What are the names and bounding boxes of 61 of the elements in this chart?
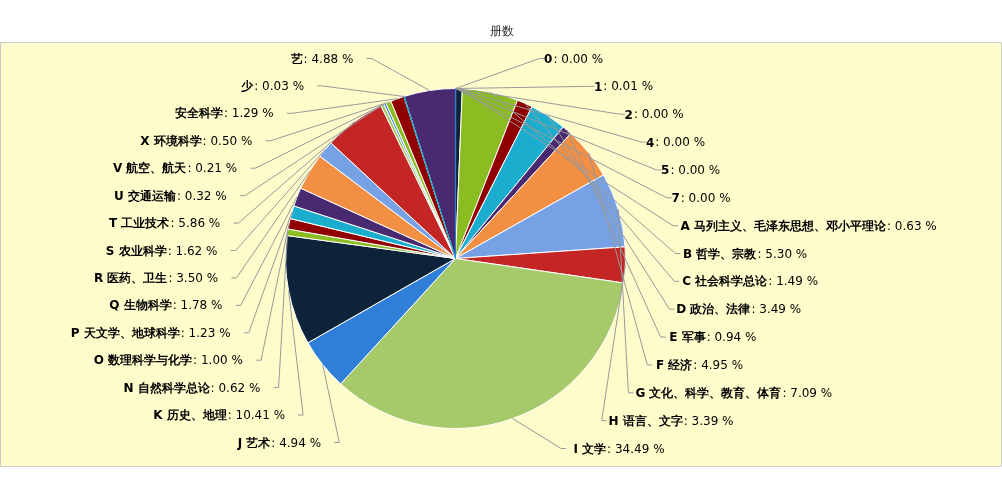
slice-label: N 自然科学总论 xyxy=(123,380,211,395)
data-label: : 0.03 % xyxy=(254,78,305,93)
slice-label: D 政治、法律 xyxy=(676,302,751,317)
slice-label: U 交通运输 xyxy=(113,188,177,203)
category-label: 7 xyxy=(671,191,680,206)
slice-label: Q 生物科学 xyxy=(109,298,172,313)
data-label: : 4.88 % xyxy=(303,51,354,66)
slice-label: X 环境科学 xyxy=(140,133,202,148)
slice-label: O 数理科学与化学 xyxy=(93,353,193,368)
data-label: : 0.50 % xyxy=(202,133,253,148)
text: : 0.00 % xyxy=(670,162,721,177)
slice-label: 艺 xyxy=(289,51,303,66)
slice-label: P 天文学、地球科学 xyxy=(70,325,180,340)
data-label: : 3.50 % xyxy=(168,270,219,285)
slice-label: H 语言、文字 xyxy=(608,413,683,428)
data-label: : 0.32 % xyxy=(176,188,227,203)
data-label: : 1.62 % xyxy=(167,243,218,258)
data-label: : 0.01 % xyxy=(603,79,654,94)
slice-label: F 经济 xyxy=(655,357,693,372)
data-label: : 7.09 % xyxy=(782,385,833,400)
data-label: : 5.30 % xyxy=(757,246,808,261)
text: : 0.00 % xyxy=(633,107,684,122)
data-label: : 0.94 % xyxy=(706,330,757,345)
data-label: : 4.95 % xyxy=(693,357,744,372)
slice-label: V 航空、航天 xyxy=(112,161,188,176)
category-label: 2 xyxy=(624,107,633,122)
slice-label: A 马列主义、毛泽东思想、邓小平理论 xyxy=(680,218,887,233)
slice-label: C 社会科学总论 xyxy=(682,274,769,289)
data-label: : 1.23 % xyxy=(180,325,231,340)
slice-label: G 文化、科学、教育、体育 xyxy=(635,385,782,400)
text: : 0.00 % xyxy=(553,51,604,66)
data-label: : 3.39 % xyxy=(683,413,734,428)
slice-label: 1 xyxy=(593,79,603,94)
data-label: : 4.94 % xyxy=(271,435,322,450)
slice-label: B 哲学、宗教 xyxy=(683,246,758,261)
data-label: : 1.78 % xyxy=(172,298,223,313)
data-label: : 1.00 % xyxy=(193,353,243,368)
data-label: : 0.62 % xyxy=(210,380,261,395)
data-label: : 0.63 % xyxy=(886,218,937,233)
slice-label: S 农业科学 xyxy=(105,243,167,258)
slice-label: T 工业技术 xyxy=(109,216,170,231)
data-label: : 10.41 % xyxy=(227,408,286,423)
data-label: : 1.49 % xyxy=(768,274,819,289)
slice-label: J 艺术 xyxy=(236,435,271,450)
slice-label: 少 xyxy=(240,78,255,93)
chart-title: 册数 xyxy=(489,23,514,38)
slice-label: K 历史、地理 xyxy=(153,408,227,423)
category-label: 0 xyxy=(544,52,553,66)
slice-label: I 文学 xyxy=(573,441,607,456)
text: : 0.00 % xyxy=(680,190,731,205)
slice-label: E 军事 xyxy=(669,330,706,345)
data-label: : 3.49 % xyxy=(751,302,802,317)
data-label: : 1.29 % xyxy=(223,106,274,121)
data-label: : 34.49 % xyxy=(607,441,665,456)
category-label: 4 xyxy=(645,135,655,150)
text: : 0.00 % xyxy=(655,135,706,150)
slice-label: 安全科学 xyxy=(174,106,223,121)
slice-label: R 医药、卫生 xyxy=(93,270,168,285)
data-label: : 0.21 % xyxy=(187,161,238,176)
category-label: 5 xyxy=(661,163,670,178)
data-label: : 5.86 % xyxy=(170,216,221,231)
